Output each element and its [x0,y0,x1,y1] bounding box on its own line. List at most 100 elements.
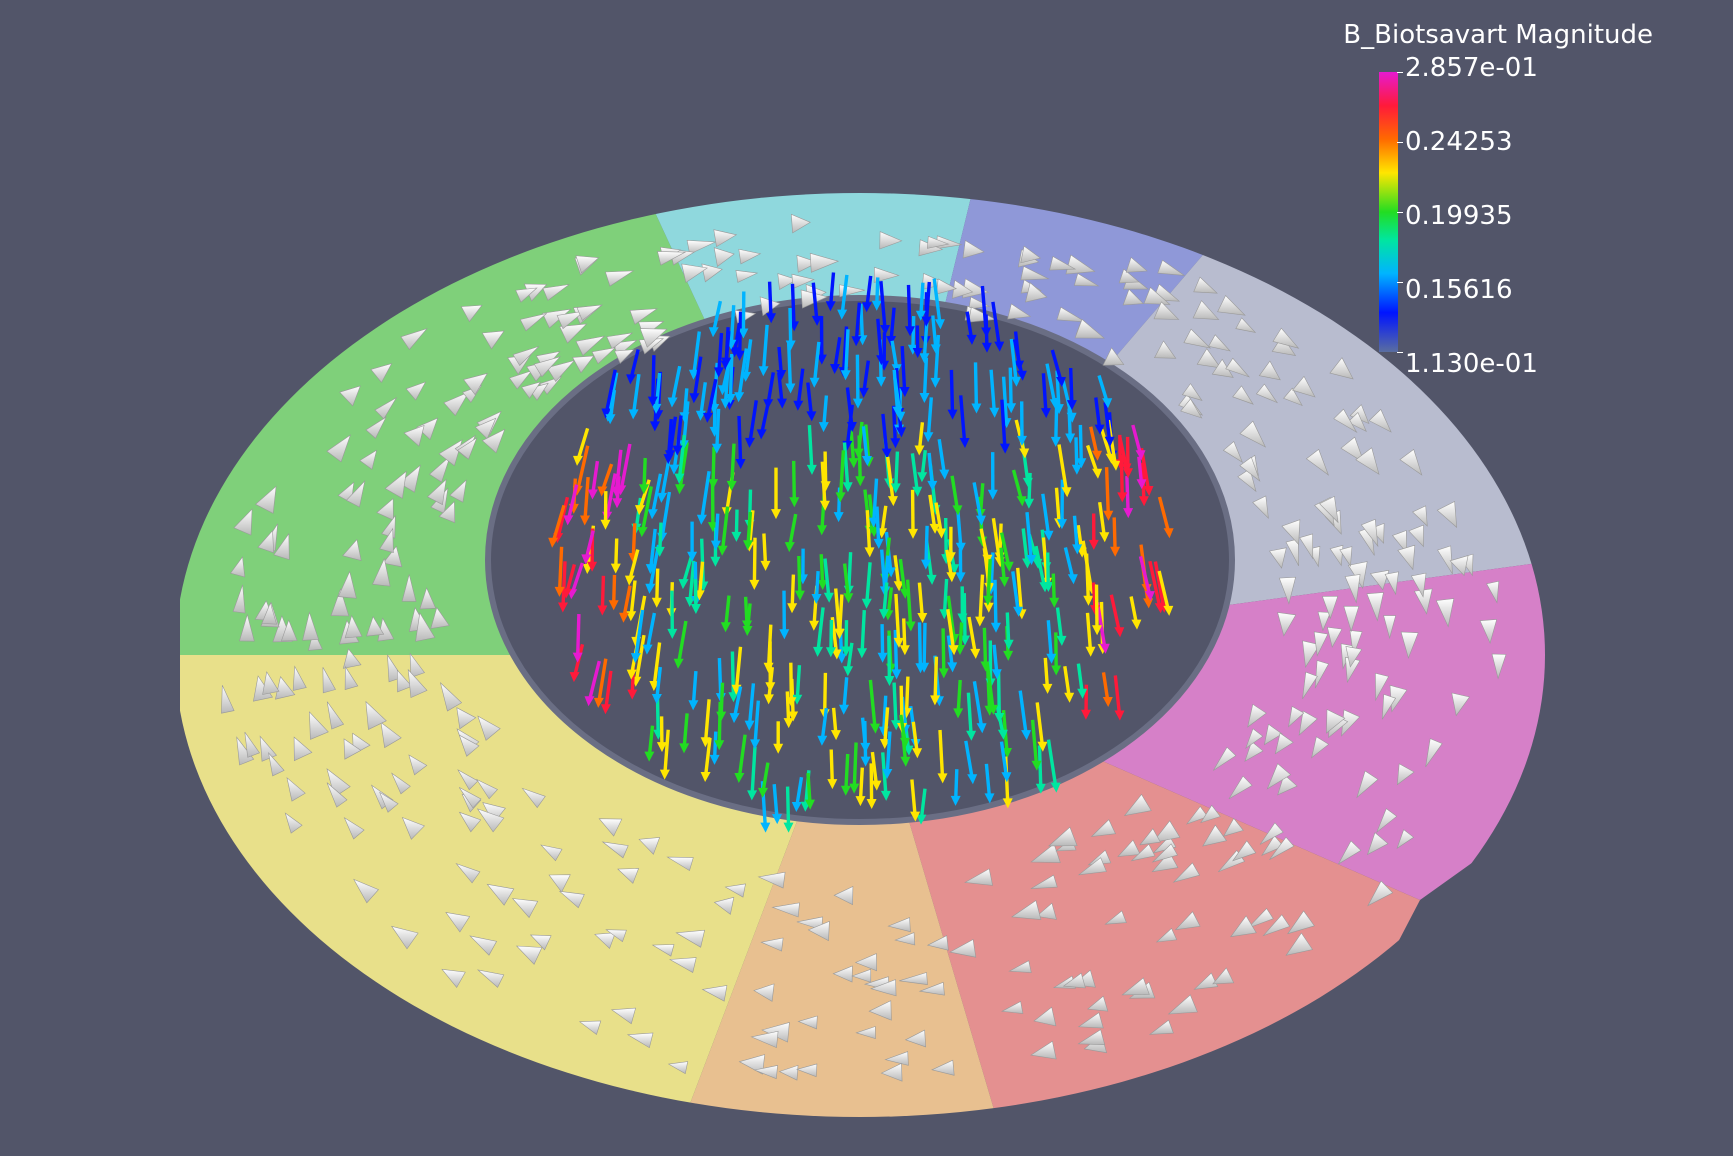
core-arrow-shaft [615,476,621,503]
field-arrow-cone [229,556,246,578]
core-arrow-head [711,443,722,454]
core-arrow-shaft [844,329,850,375]
core-arrow-shaft [917,582,924,618]
core-arrow-head [866,799,877,809]
core-arrow-head [673,658,684,669]
core-arrow-head [1143,486,1154,496]
field-arrow-cone [870,979,897,997]
core-arrow-shaft [992,644,999,674]
core-arrow-head [959,438,970,448]
core-arrow-head [809,377,820,388]
core-arrow-head [672,445,683,456]
core-arrow-shaft [932,278,942,324]
core-arrow-shaft [1085,444,1099,474]
ring-sector-green [180,180,860,655]
core-arrow-head [981,342,992,353]
field-arrow-cone [1355,447,1380,475]
core-arrow-head [720,622,731,633]
field-arrow-cone [1172,862,1201,883]
core-arrow-shaft [1148,560,1162,608]
core-arrow-head [989,407,1000,418]
core-arrow-shaft [879,281,887,330]
field-arrow-cone [533,356,562,378]
core-arrow-shaft [1089,426,1099,456]
field-arrow-cone [1125,256,1148,273]
field-arrow-cone [1287,910,1315,935]
field-arrow-cone [343,738,362,760]
field-arrow-cone [415,612,436,642]
core-arrow-head [645,583,656,594]
field-arrow-cone [675,929,705,948]
field-arrow-cone [1239,420,1267,448]
field-arrow-cone [657,251,687,266]
core-arrow-head [731,531,742,542]
core-arrow-shaft [882,695,888,731]
core-arrow-head [1024,498,1034,509]
core-arrow-head [1154,603,1165,614]
core-arrow-head [914,445,925,456]
core-arrow-shaft [1005,612,1011,644]
field-arrow-cone [512,346,540,366]
core-arrow-head [871,300,882,311]
core-arrow-head [1092,625,1102,636]
field-arrow-cone [374,396,398,420]
core-arrow-head [793,400,804,411]
core-arrow-head [734,773,745,783]
core-arrow-shaft [631,373,641,414]
core-arrow-head [725,394,736,404]
field-arrow-cone [540,844,563,862]
core-arrow-head [1138,496,1149,507]
core-arrow-head [1064,692,1075,703]
core-arrow-shaft [604,670,613,709]
core-arrow-shaft [654,372,662,409]
core-arrow-head [647,509,658,520]
core-arrow-shaft [730,443,736,485]
core-arrow-shaft [946,595,956,639]
field-arrow-cone [666,856,694,872]
field-arrow-cone [1345,646,1363,668]
core-arrow-shaft [551,504,566,543]
field-arrow-cone [879,231,903,250]
field-arrow-cone [380,721,402,749]
field-arrow-cone [1384,571,1399,596]
field-arrow-cone [1327,626,1343,649]
field-arrow-cone [275,676,296,700]
core-arrow-head [642,644,653,655]
field-arrow-cone [1130,843,1156,862]
core-arrow-head [823,592,834,603]
core-arrow-shaft [565,563,577,594]
field-arrow-cone [1235,317,1257,333]
core-arrow-head [619,612,629,623]
field-arrow-cone [1268,547,1287,569]
core-arrow-head [926,574,937,585]
core-arrow-head [876,376,887,387]
ring-arrows [221,213,1507,1082]
core-arrow-shaft [864,424,871,462]
field-arrow-cone [1263,723,1283,746]
core-arrow-head [1136,479,1147,490]
core-arrow-shaft [1011,469,1024,501]
field-arrow-cone [426,478,447,506]
core-arrow-shaft [1046,620,1053,658]
field-arrow-cone [481,428,506,454]
core-arrow-head [771,509,781,520]
core-arrow-head [1114,627,1125,638]
core-arrow-head [630,653,641,664]
core-arrow-head [1092,468,1103,479]
core-arrow-shaft [995,705,1005,735]
field-arrow-cone [1366,832,1389,856]
field-arrow-cone [1062,972,1086,989]
core-arrow-shaft [934,502,943,533]
core-arrow-head [1050,436,1061,447]
core-arrow-head [930,695,941,706]
field-arrow-cone [724,883,746,898]
core-arrow-shaft [761,324,769,371]
core-arrow-shaft [1030,719,1039,765]
core-arrow-head [953,708,964,719]
core-arrow-shaft [655,568,660,602]
core-arrow-head [717,545,728,556]
field-arrow-cone [1329,544,1344,567]
core-arrow-shaft [917,422,925,450]
field-arrow-cone [280,619,298,642]
field-arrow-cone [1074,318,1106,339]
